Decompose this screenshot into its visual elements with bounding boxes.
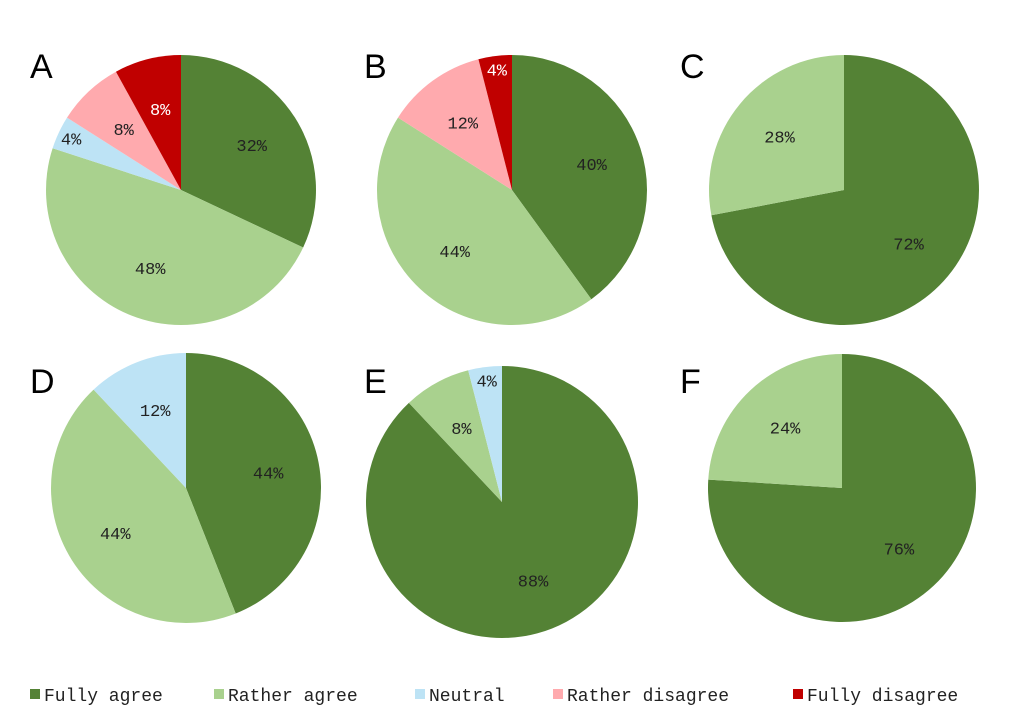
pie-slice-c-rather-agree	[708, 55, 844, 216]
pie-slice-a-neutral	[52, 117, 181, 190]
panel-letter-b: B	[364, 48, 387, 86]
slice-label-e-neutral: 4%	[476, 374, 497, 393]
pie-slice-b-fully-agree	[512, 55, 648, 300]
slice-label-c-rather-agree: 28%	[764, 130, 795, 149]
legend-swatch-rather-disagree	[553, 689, 563, 699]
legend-item-rather-disagree: Rather disagree	[553, 687, 729, 707]
slice-label-b-fully-disagree: 4%	[487, 63, 508, 82]
panel-letter-d: D	[30, 363, 55, 401]
legend-swatch-fully-agree	[30, 689, 40, 699]
legend-label-rather-disagree: Rather disagree	[567, 687, 729, 707]
slice-label-a-neutral: 4%	[61, 131, 82, 150]
pie-slice-b-rather-agree	[377, 117, 592, 326]
legend-item-fully-agree: Fully agree	[30, 687, 163, 707]
slice-label-b-fully-agree: 40%	[576, 157, 607, 176]
pie-slice-e-neutral	[468, 366, 502, 502]
legend-item-neutral: Neutral	[415, 687, 505, 707]
pie-panel-e: E 88% 8% 4%	[364, 363, 638, 638]
legend-label-rather-agree: Rather agree	[228, 687, 358, 707]
pie-slice-b-fully-disagree	[478, 55, 512, 190]
legend-swatch-fully-disagree	[793, 689, 803, 699]
pie-slice-e-fully-agree	[365, 366, 638, 638]
slice-label-e-fully-agree: 88%	[518, 573, 549, 592]
pie-panel-c: C 72% 28%	[680, 48, 979, 325]
pie-slice-d-rather-agree	[51, 389, 236, 623]
slice-label-f-rather-agree: 24%	[770, 420, 801, 439]
panel-letter-f: F	[680, 363, 701, 401]
slice-label-f-fully-agree: 76%	[884, 542, 915, 561]
slice-label-a-rather-agree: 48%	[135, 261, 166, 280]
pie-slice-f-fully-agree	[707, 354, 976, 622]
pie-slice-a-rather-disagree	[67, 71, 181, 190]
slice-label-a-fully-agree: 32%	[236, 138, 267, 157]
legend-swatch-rather-agree	[214, 689, 224, 699]
pie-panel-f: F 76% 24%	[680, 354, 976, 622]
slice-label-c-fully-agree: 72%	[893, 236, 924, 255]
legend-item-rather-agree: Rather agree	[214, 687, 358, 707]
legend-item-fully-disagree: Fully disagree	[793, 687, 958, 707]
slice-label-d-neutral: 12%	[140, 403, 171, 422]
legend-swatch-neutral	[415, 689, 425, 699]
pie-panel-b: B 40% 44% 12% 4%	[364, 48, 648, 326]
pie-slice-a-rather-agree	[46, 148, 304, 325]
pie-slice-a-fully-disagree	[115, 55, 181, 190]
pie-slice-c-fully-agree	[711, 55, 979, 325]
pie-slice-e-rather-agree	[408, 370, 502, 502]
pie-slice-f-rather-agree	[708, 354, 842, 488]
slice-label-a-rather-disagree: 8%	[113, 122, 134, 141]
slice-label-b-rather-agree: 44%	[439, 244, 470, 263]
panel-letter-e: E	[364, 363, 387, 401]
panel-letter-a: A	[30, 48, 53, 86]
slice-label-d-rather-agree: 44%	[100, 526, 131, 545]
legend-label-fully-disagree: Fully disagree	[807, 687, 958, 707]
slice-label-e-rather-agree: 8%	[451, 421, 472, 440]
panel-letter-c: C	[680, 48, 705, 86]
pie-panels: A 32% 48% 4% 8% 8% B 40% 44% 12% 4% C 72% 28% D 44% 44% 1…	[30, 48, 979, 638]
pie-panel-a: A 32% 48% 4% 8% 8%	[30, 48, 316, 325]
pie-slice-d-fully-agree	[186, 353, 322, 614]
pie-slice-a-fully-agree	[181, 55, 316, 248]
legend-label-neutral: Neutral	[429, 687, 505, 707]
legend-label-fully-agree: Fully agree	[44, 687, 163, 707]
slice-label-d-fully-agree: 44%	[253, 465, 284, 484]
pie-slice-b-rather-disagree	[398, 59, 512, 190]
legend: Fully agree Rather agree Neutral Rather dis…	[30, 687, 958, 707]
pie-panel-d: D 44% 44% 12%	[30, 353, 322, 623]
slice-label-b-rather-disagree: 12%	[447, 115, 478, 134]
pie-slice-d-neutral	[93, 353, 186, 488]
slice-label-a-fully-disagree: 8%	[150, 102, 171, 121]
